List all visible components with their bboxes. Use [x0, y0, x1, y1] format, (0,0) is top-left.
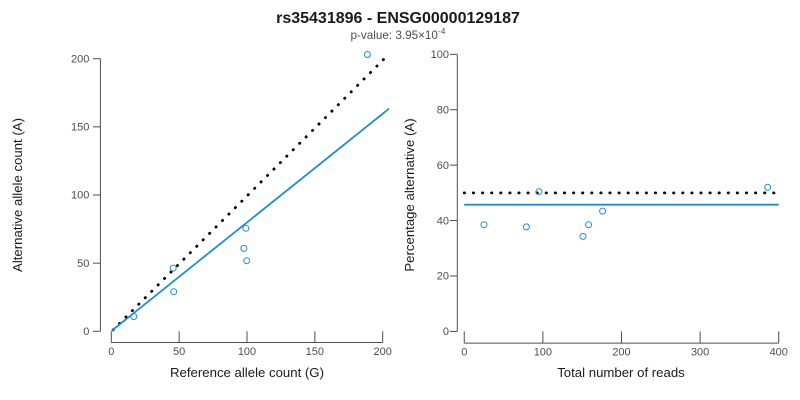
- svg-text:400: 400: [770, 347, 788, 359]
- svg-text:150: 150: [71, 122, 89, 134]
- svg-text:0: 0: [108, 346, 114, 358]
- svg-text:100: 100: [71, 190, 89, 202]
- svg-text:300: 300: [691, 347, 709, 359]
- svg-text:80: 80: [437, 104, 449, 116]
- svg-text:Reference allele count (G): Reference allele count (G): [170, 365, 324, 380]
- svg-text:0: 0: [461, 347, 467, 359]
- svg-text:0: 0: [443, 326, 449, 338]
- svg-text:200: 200: [71, 53, 89, 65]
- svg-text:40: 40: [437, 215, 449, 227]
- svg-text:50: 50: [173, 346, 185, 358]
- svg-text:Alternative allele count (A): Alternative allele count (A): [10, 118, 25, 272]
- svg-text:100: 100: [431, 49, 449, 61]
- svg-text:60: 60: [437, 160, 449, 172]
- svg-text:20: 20: [437, 271, 449, 283]
- svg-text:100: 100: [238, 346, 256, 358]
- svg-text:150: 150: [306, 346, 324, 358]
- svg-text:p-value: 3.95×10-4: p-value: 3.95×10-4: [351, 26, 446, 42]
- svg-text:rs35431896 - ENSG00000129187: rs35431896 - ENSG00000129187: [276, 10, 520, 27]
- svg-text:Total number of reads: Total number of reads: [557, 365, 685, 380]
- svg-text:100: 100: [534, 347, 552, 359]
- svg-text:200: 200: [612, 347, 630, 359]
- svg-text:50: 50: [77, 258, 89, 270]
- svg-text:Percentage alternative (A): Percentage alternative (A): [402, 118, 417, 271]
- svg-text:200: 200: [374, 346, 392, 358]
- svg-text:0: 0: [83, 326, 89, 338]
